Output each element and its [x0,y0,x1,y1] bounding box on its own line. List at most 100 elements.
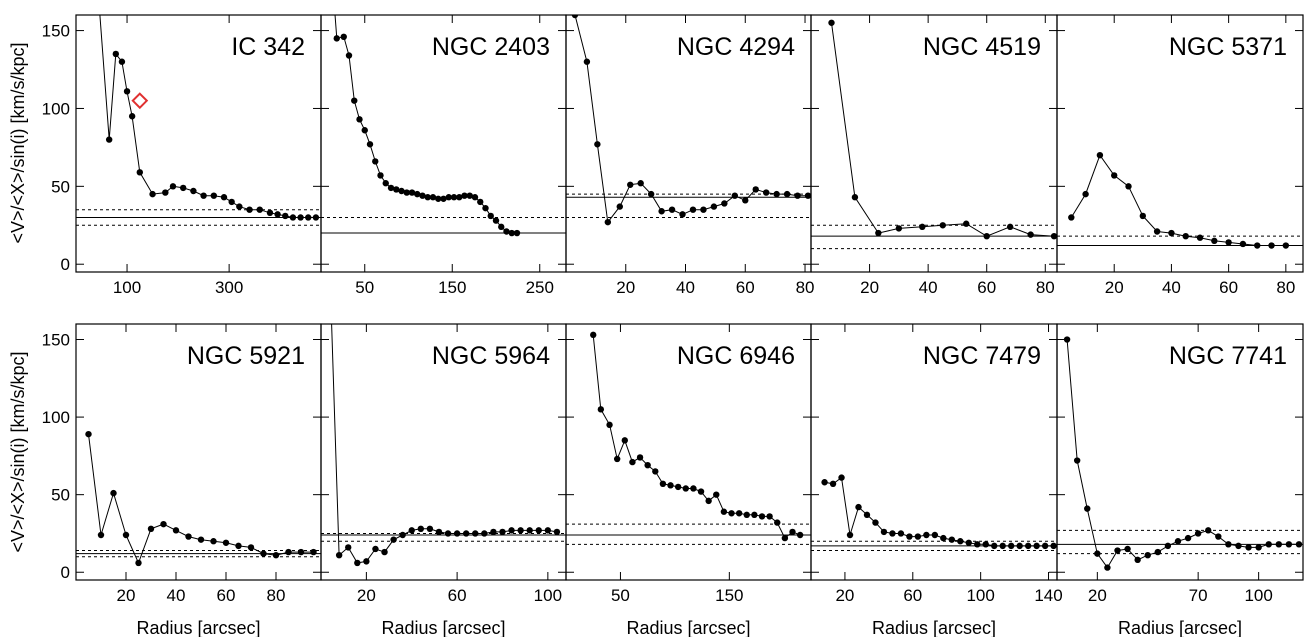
y-tick-label: 0 [61,255,70,274]
data-point [829,480,837,488]
data-point [742,197,749,204]
x-tick-label: 150 [438,278,466,297]
data-point [991,542,998,550]
data-point [246,206,253,213]
data-point [471,194,479,201]
data-point [689,206,697,213]
data-point [1235,542,1242,550]
data-point [179,184,187,192]
data-point [118,58,126,65]
data-point [272,551,280,559]
x-tick-label: 20 [835,586,854,605]
data-point [200,192,207,199]
panel-title: NGC 4294 [677,33,795,61]
data-point [659,480,667,488]
x-axis-label: Radius [arcsec] [381,618,505,637]
x-tick-label: 20 [1105,278,1124,297]
data-point [110,489,117,497]
data-point [796,531,804,539]
y-tick-label: 150 [42,331,70,350]
data-point [366,141,374,148]
data-point [721,200,728,207]
panel-6: 0 50 100 150 20 40 60 80 NGC 5921 Radius [arcsec] [42,323,322,638]
data-point [112,50,120,58]
data-point [1174,538,1182,545]
data-point [123,88,131,95]
data-point [363,558,370,565]
data-point [616,203,623,210]
panel-3: 20 40 60 80 NGC 4294 [565,14,814,297]
data-point [417,525,425,532]
data-point [172,527,180,534]
data-point [419,192,426,199]
data-point [466,192,473,199]
data-point [1016,542,1023,550]
data-point [710,203,718,210]
x-tick-label: 20 [117,586,136,605]
data-point [658,208,665,215]
data-point [266,209,274,217]
data-point [526,527,533,534]
x-tick-label: 150 [715,586,743,605]
data-point [1254,242,1261,249]
x-tick-label: 50 [355,278,374,297]
data-point [122,531,130,539]
x-tick-label: 60 [903,586,922,605]
panel-9: 20 60 100 140 NGC 7479 Radius [arcsec] [810,323,1063,638]
data-point [345,544,352,551]
data-point [1063,336,1071,343]
data-point [285,548,292,556]
data-point [235,542,242,550]
data-point [1139,212,1147,220]
data-point [735,510,743,517]
series-line [592,334,801,539]
data-point [274,211,281,218]
plot-area [566,15,811,226]
plot-area [1057,336,1303,571]
data-point [398,187,405,195]
panel-title: NGC 5964 [432,342,550,370]
data-point [222,539,230,546]
data-point [185,533,192,540]
data-point [210,538,217,545]
y-tick-label: 100 [42,99,70,118]
series-line [1070,154,1286,246]
data-point [351,97,358,104]
y-tick-label: 50 [51,486,70,505]
data-point [613,455,621,463]
data-point [128,113,136,120]
data-point [1255,544,1262,551]
data-point [361,127,368,134]
data-point [462,530,470,537]
data-point [105,136,113,143]
data-point [169,183,177,190]
x-tick-label: 20 [616,278,635,297]
y-tick-label: 150 [42,22,70,41]
data-point [162,189,169,196]
x-axis-label: Radius [arcsec] [626,618,750,637]
data-point [1027,231,1034,238]
data-point [472,530,479,537]
data-point [445,194,452,201]
data-point [1111,172,1118,179]
data-point [228,198,235,206]
data-point [957,538,964,545]
data-point [1215,533,1222,540]
x-tick-label: 100 [966,586,994,605]
x-tick-label: 20 [860,278,879,297]
data-point [1275,541,1283,548]
data-point [1282,242,1290,249]
data-point [414,190,421,198]
data-point [1154,548,1162,556]
data-point [974,541,981,548]
x-tick-label: 50 [611,586,630,605]
data-point [403,189,410,196]
data-point [1225,541,1232,548]
data-point [297,548,305,556]
data-point [965,539,972,546]
x-tick-label: 60 [217,586,236,605]
data-point [855,503,862,511]
x-tick-label: 250 [526,278,554,297]
panel-4: 20 40 60 80 NGC 4519 [810,14,1058,297]
